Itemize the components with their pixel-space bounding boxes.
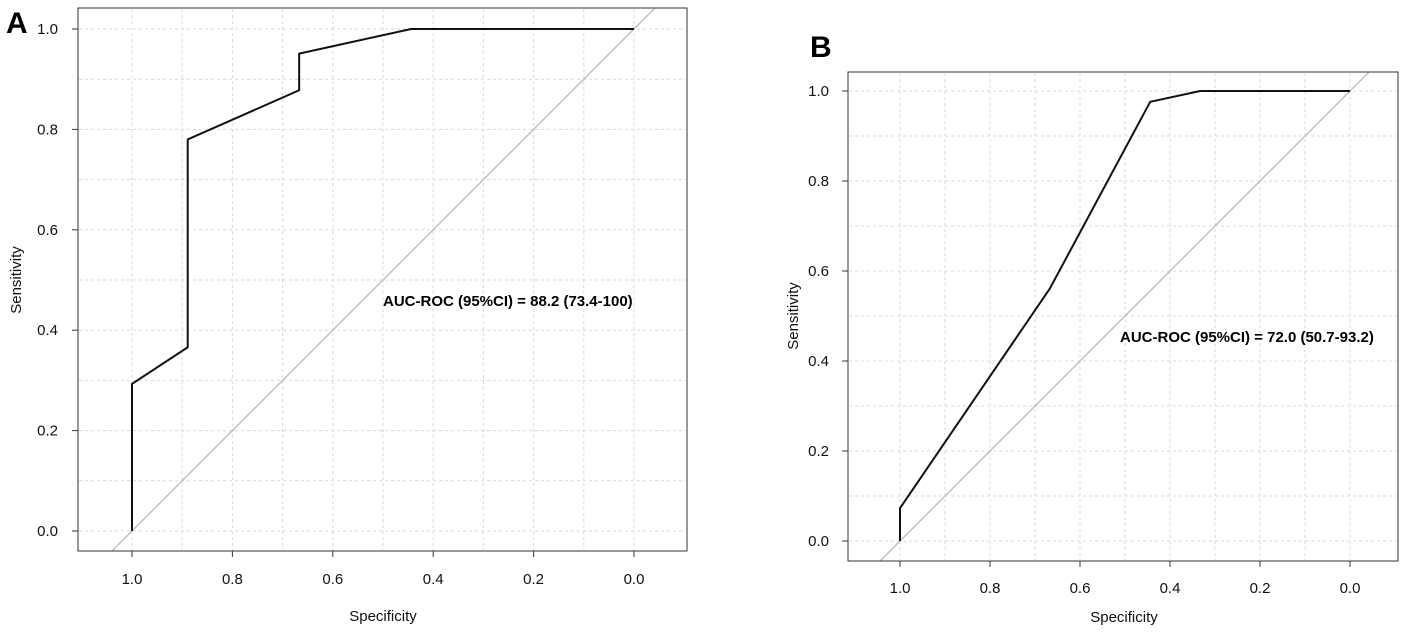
panel-b-ytick-label: 0.4 — [808, 353, 829, 370]
panel-a-annotation: AUC-ROC (95%CI) = 88.2 (73.4-100) — [383, 293, 633, 310]
panel-b-xtick-label: 0.8 — [980, 580, 1001, 597]
panel-a-ytick-label: 0.4 — [37, 322, 58, 339]
panel-a-ytick-label: 1.0 — [37, 21, 58, 38]
panel-a-xtick-label: 0.0 — [624, 571, 645, 588]
panel-a-xtick-label: 0.8 — [222, 571, 243, 588]
panel-a-xtick-label: 0.6 — [322, 571, 343, 588]
panel-a-plot-frame — [77, 7, 688, 552]
panel-a-x-axis-title: Specificity — [349, 608, 417, 625]
panel-a-xtick-label: 1.0 — [122, 571, 143, 588]
panel-b: B 1.0 0.8 0.6 0.4 0.2 0.0 0.0 0.2 0.4 0.6 0.8 1.0 Sp… — [785, 31, 1399, 626]
panel-b-xtick-label: 0.6 — [1070, 580, 1091, 597]
panel-a-ytick-label: 0.2 — [37, 423, 58, 440]
panel-b-plot-frame — [847, 71, 1399, 562]
panel-a: A 1.0 0.8 0.6 0.4 0.2 0.0 0.0 0.2 0.4 0.6 0.8 1.0 Sp… — [6, 7, 688, 625]
panel-b-ytick-label: 0.2 — [808, 443, 829, 460]
panel-b-annotation: AUC-ROC (95%CI) = 72.0 (50.7-93.2) — [1120, 329, 1374, 346]
panel-b-roc-curve — [899, 90, 1350, 541]
panel-b-label: B — [810, 31, 832, 64]
panel-b-xtick-label: 0.2 — [1250, 580, 1271, 597]
panel-a-y-axis-title: Sensitivity — [8, 246, 25, 314]
panel-a-label: A — [6, 7, 28, 40]
panel-b-ytick-label: 0.8 — [808, 173, 829, 190]
panel-b-y-axis-title: Sensitivity — [785, 282, 802, 350]
panel-a-ytick-label: 0.8 — [37, 121, 58, 138]
panel-b-reference-diagonal — [879, 72, 1370, 561]
panel-b-xtick-label: 0.0 — [1340, 580, 1361, 597]
panel-b-ytick-label: 0.0 — [808, 533, 829, 550]
panel-a-reference-diagonal — [111, 8, 656, 551]
panel-b-grid — [849, 73, 1397, 560]
panel-a-roc-curve — [131, 28, 634, 531]
panel-b-x-axis-title: Specificity — [1090, 609, 1158, 626]
panel-b-ytick-label: 0.6 — [808, 263, 829, 280]
panel-b-xtick-label: 1.0 — [890, 580, 911, 597]
panel-b-ytick-label: 1.0 — [808, 83, 829, 100]
panel-a-xtick-label: 0.2 — [523, 571, 544, 588]
panel-a-ytick-label: 0.6 — [37, 222, 58, 239]
panel-a-grid — [79, 9, 686, 550]
panel-a-ytick-label: 0.0 — [37, 523, 58, 540]
panel-b-xtick-label: 0.4 — [1160, 580, 1181, 597]
panel-a-xtick-label: 0.4 — [423, 571, 444, 588]
